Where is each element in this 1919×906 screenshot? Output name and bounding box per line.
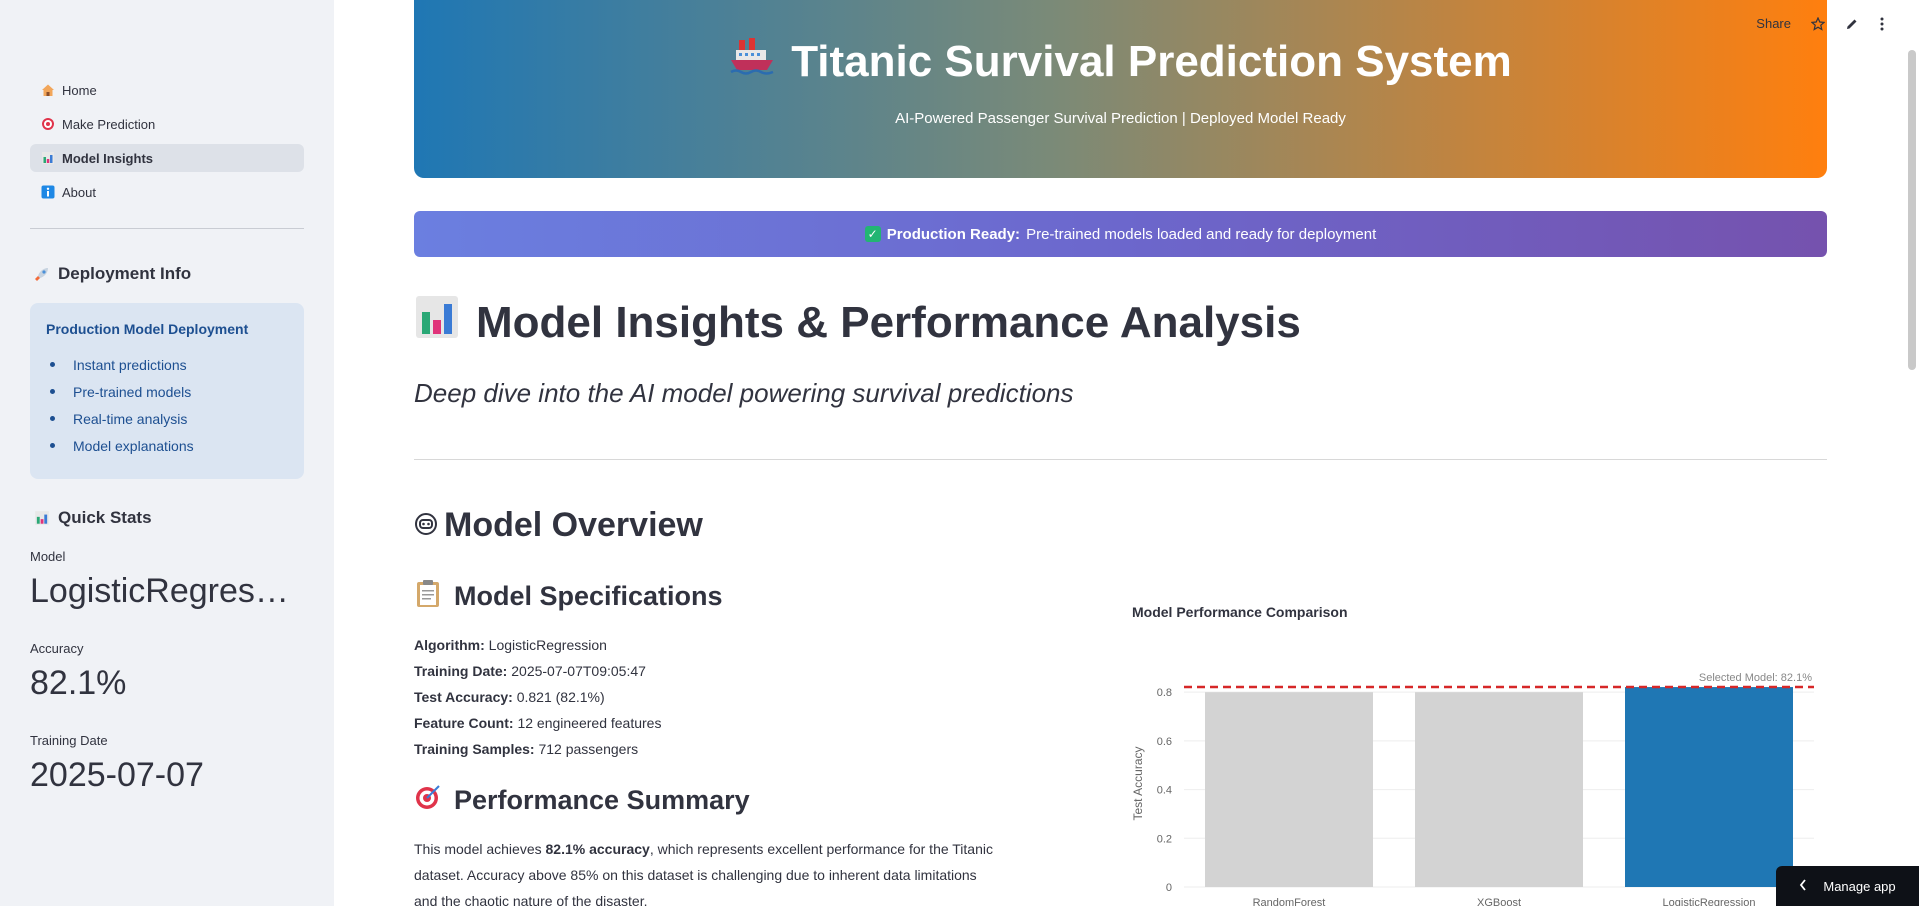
- sidebar-item-label: Home: [62, 82, 97, 98]
- metric-value-training-date: 2025-07-07: [30, 756, 204, 794]
- bar-logisticregression: [1625, 687, 1793, 887]
- sidebar-item-model-insights[interactable]: Model Insights: [30, 144, 304, 172]
- spec-row: Feature Count: 12 engineered features: [414, 715, 662, 731]
- app-header: Titanic Survival Prediction System AI-Po…: [414, 0, 1827, 178]
- info-icon: [40, 184, 56, 200]
- performance-bar-chart: 0 0.2 0.4 0.6 0.8 Test Accuracy RandomForest XG…: [1131, 672, 1814, 906]
- clipboard-icon: [414, 578, 442, 615]
- x-tick-label: LogisticRegression: [1663, 897, 1756, 906]
- scrollbar-thumb[interactable]: [1908, 50, 1916, 370]
- rocket-icon: [32, 264, 52, 284]
- sidebar-item-label: Model Insights: [62, 150, 153, 166]
- performance-summary-text: This model achieves 82.1% accuracy, whic…: [414, 841, 993, 906]
- scrollbar[interactable]: [1905, 0, 1919, 906]
- sidebar-divider: [30, 228, 304, 229]
- sidebar: Home Make Prediction Model Insights Abou…: [0, 0, 334, 906]
- performance-summary-heading: Performance Summary: [414, 783, 750, 818]
- x-tick-label: RandomForest: [1253, 897, 1326, 906]
- sidebar-item-home[interactable]: Home: [30, 76, 304, 104]
- bar-xgboost: [1415, 692, 1583, 887]
- sidebar-item-label: Make Prediction: [62, 116, 156, 132]
- app-subtitle: AI-Powered Passenger Survival Prediction…: [895, 110, 1346, 127]
- chevron-left-icon: [1799, 878, 1807, 894]
- reference-line-label: Selected Model: 82.1%: [1699, 672, 1812, 684]
- more-menu-icon[interactable]: [1879, 17, 1885, 31]
- model-overview-heading: Model Overview: [414, 506, 703, 545]
- section-divider: [414, 459, 1827, 460]
- deployment-feature-list: Instant predictions Pre-trained models R…: [46, 351, 288, 459]
- list-item: Pre-trained models: [46, 378, 288, 405]
- check-icon: ✓: [864, 226, 881, 242]
- target-icon: [40, 116, 56, 132]
- manage-app-button[interactable]: Manage app: [1776, 866, 1919, 906]
- robot-icon: [414, 506, 438, 545]
- y-tick-label: 0.6: [1157, 736, 1172, 748]
- target-icon: [414, 783, 442, 818]
- spec-row: Test Accuracy: 0.821 (82.1%): [414, 689, 605, 705]
- edit-icon[interactable]: [1845, 17, 1859, 31]
- banner-text: Pre-trained models loaded and ready for …: [1026, 225, 1377, 243]
- house-icon: [40, 82, 56, 98]
- metric-value-accuracy: 82.1%: [30, 664, 127, 702]
- deployment-info-heading: Deployment Info: [32, 264, 191, 284]
- y-tick-label: 0.2: [1157, 833, 1172, 845]
- bar-randomforest: [1205, 692, 1373, 887]
- star-icon[interactable]: [1811, 16, 1825, 31]
- model-specs-heading: Model Specifications: [414, 578, 723, 615]
- bar-chart-icon: [40, 150, 56, 166]
- bar-chart-icon: [32, 508, 52, 528]
- banner-bold: Production Ready:: [886, 225, 1021, 243]
- sidebar-nav: Home Make Prediction Model Insights Abou…: [30, 76, 304, 212]
- sidebar-item-about[interactable]: About: [30, 178, 304, 206]
- list-item: Model explanations: [46, 432, 288, 459]
- quick-stats-heading: Quick Stats: [32, 508, 152, 528]
- list-item: Instant predictions: [46, 351, 288, 378]
- top-toolbar: Share: [1756, 16, 1885, 31]
- app-title: Titanic Survival Prediction System: [414, 36, 1827, 87]
- model-spec-list: Algorithm: LogisticRegression Training D…: [414, 632, 661, 762]
- y-tick-label: 0: [1166, 882, 1172, 894]
- y-tick-label: 0.4: [1157, 785, 1172, 797]
- chart-title: Model Performance Comparison: [1132, 604, 1348, 620]
- spec-row: Training Date: 2025-07-07T09:05:47: [414, 663, 646, 679]
- metric-label-accuracy: Accuracy: [30, 641, 84, 656]
- bar-chart-icon: [414, 294, 460, 351]
- deployment-info-box: Production Model Deployment Instant pred…: [30, 303, 304, 479]
- x-tick-label: XGBoost: [1477, 897, 1521, 906]
- spec-row: Training Samples: 712 passengers: [414, 741, 639, 757]
- page-title: Model Insights & Performance Analysis: [414, 294, 1301, 351]
- y-tick-label: 0.8: [1157, 687, 1172, 699]
- metric-label-model: Model: [30, 549, 66, 564]
- spec-row: Algorithm: LogisticRegression: [414, 637, 607, 653]
- ship-icon: [729, 36, 775, 87]
- share-button[interactable]: Share: [1756, 16, 1791, 31]
- y-axis-label: Test Accuracy: [1131, 746, 1145, 820]
- deployment-box-title: Production Model Deployment: [46, 321, 249, 337]
- list-item: Real-time analysis: [46, 405, 288, 432]
- sidebar-item-make-prediction[interactable]: Make Prediction: [30, 110, 304, 138]
- page-subtitle: Deep dive into the AI model powering sur…: [414, 378, 1074, 408]
- sidebar-item-label: About: [62, 184, 96, 200]
- production-ready-banner: ✓ Production Ready: Pre-trained models l…: [414, 211, 1827, 257]
- metric-value-model: LogisticRegression: [30, 572, 304, 610]
- main-content: Titanic Survival Prediction System AI-Po…: [334, 0, 1919, 906]
- metric-label-training-date: Training Date: [30, 733, 108, 748]
